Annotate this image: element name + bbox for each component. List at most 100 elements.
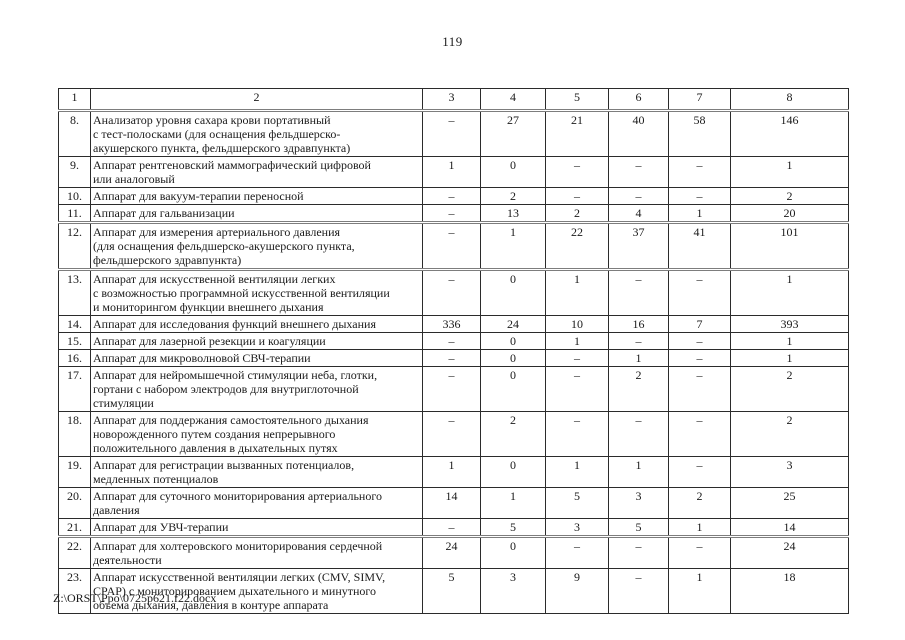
value-cell: 1 xyxy=(668,518,731,538)
value-cell: 2 xyxy=(730,411,849,457)
value-cell: 1 xyxy=(730,156,849,188)
value-cell: 0 xyxy=(480,456,546,488)
column-header-2: 2 xyxy=(90,88,423,112)
value-cell: – xyxy=(608,536,669,569)
value-cell: 5 xyxy=(545,487,609,519)
value-cell: 393 xyxy=(730,315,849,333)
value-cell: 1 xyxy=(730,332,849,350)
column-header-1: 1 xyxy=(58,88,91,112)
value-cell: 16 xyxy=(608,315,669,333)
value-cell: 1 xyxy=(545,456,609,488)
value-cell: – xyxy=(422,349,481,367)
column-header-3: 3 xyxy=(422,88,481,112)
row-number-cell: 16. xyxy=(58,349,91,367)
value-cell: – xyxy=(545,156,609,188)
value-cell: 3 xyxy=(480,568,546,614)
value-cell: 0 xyxy=(480,332,546,350)
value-cell: – xyxy=(545,411,609,457)
value-cell: – xyxy=(422,269,481,316)
value-cell: 1 xyxy=(668,204,731,224)
value-cell: 1 xyxy=(668,568,731,614)
value-cell: 14 xyxy=(422,487,481,519)
equipment-name-cell: Аппарат для поддержания самостоятельного… xyxy=(90,411,423,457)
row-number-cell: 23. xyxy=(58,568,91,614)
value-cell: – xyxy=(422,366,481,412)
value-cell: – xyxy=(422,518,481,538)
equipment-name-cell: Аппарат для исследования функций внешнег… xyxy=(90,315,423,333)
value-cell: 24 xyxy=(480,315,546,333)
column-header-6: 6 xyxy=(608,88,669,112)
value-cell: 336 xyxy=(422,315,481,333)
value-cell: 22 xyxy=(545,222,609,271)
value-cell: 24 xyxy=(422,536,481,569)
column-header-8: 8 xyxy=(730,88,849,112)
value-cell: 0 xyxy=(480,156,546,188)
table-row: 8. Анализатор уровня сахара крови портати… xyxy=(58,110,849,157)
value-cell: 1 xyxy=(608,349,669,367)
value-cell: 14 xyxy=(730,518,849,538)
row-number-cell: 10. xyxy=(58,187,91,205)
table-row: 20. Аппарат для суточного мониторирования… xyxy=(58,487,849,519)
value-cell: – xyxy=(668,156,731,188)
value-cell: – xyxy=(545,536,609,569)
value-cell: 41 xyxy=(668,222,731,271)
column-header-5: 5 xyxy=(545,88,609,112)
value-cell: 2 xyxy=(480,187,546,205)
equipment-name-cell: Аппарат для гальванизации xyxy=(90,204,423,224)
value-cell: 1 xyxy=(545,332,609,350)
value-cell: – xyxy=(545,187,609,205)
row-number-cell: 18. xyxy=(58,411,91,457)
value-cell: – xyxy=(668,411,731,457)
table-row: 21. Аппарат для УВЧ-терапии –5 3 5 1 14 xyxy=(58,518,849,538)
value-cell: – xyxy=(422,332,481,350)
equipment-name-cell: Аппарат для вакуум-терапии переносной xyxy=(90,187,423,205)
value-cell: 5 xyxy=(608,518,669,538)
value-cell: 1 xyxy=(422,156,481,188)
row-number-cell: 17. xyxy=(58,366,91,412)
value-cell: – xyxy=(608,568,669,614)
table-row: 19. Аппарат для регистрации вызванных пот… xyxy=(58,456,849,488)
equipment-name-cell: Аппарат для измерения артериального давл… xyxy=(90,222,423,271)
value-cell: – xyxy=(422,222,481,271)
row-number-cell: 21. xyxy=(58,518,91,538)
value-cell: – xyxy=(545,366,609,412)
value-cell: 5 xyxy=(480,518,546,538)
value-cell: 2 xyxy=(730,187,849,205)
value-cell: 2 xyxy=(480,411,546,457)
table-row: 14. Аппарат для исследования функций внеш… xyxy=(58,315,849,333)
value-cell: 0 xyxy=(480,366,546,412)
equipment-name-cell: Аппарат для суточного мониторирования ар… xyxy=(90,487,423,519)
value-cell: 2 xyxy=(730,366,849,412)
value-cell: – xyxy=(608,332,669,350)
equipment-name-cell: Аппарат искусственной вентиляции легких … xyxy=(90,568,423,614)
value-cell: 1 xyxy=(480,222,546,271)
value-cell: 0 xyxy=(480,349,546,367)
table-row: 10. Аппарат для вакуум-терапии переносной… xyxy=(58,187,849,205)
value-cell: – xyxy=(608,411,669,457)
column-header-7: 7 xyxy=(668,88,731,112)
table-row: 15. Аппарат для лазерной резекции и коагу… xyxy=(58,332,849,350)
table-header: 1 2 3 4 5 6 7 8 xyxy=(58,88,849,112)
table-row: 16. Аппарат для микроволновой СВЧ-терапии… xyxy=(58,349,849,367)
table-row: 23. Аппарат искусственной вентиляции легк… xyxy=(58,568,849,614)
value-cell: 0 xyxy=(480,536,546,569)
row-number-cell: 15. xyxy=(58,332,91,350)
value-cell: 1 xyxy=(545,269,609,316)
table-body: 8. Анализатор уровня сахара крови портати… xyxy=(58,110,849,614)
row-number-cell: 9. xyxy=(58,156,91,188)
equipment-name-cell: Аппарат для УВЧ-терапии xyxy=(90,518,423,538)
equipment-name-cell: Анализатор уровня сахара крови портативн… xyxy=(90,110,423,157)
value-cell: 37 xyxy=(608,222,669,271)
row-number-cell: 20. xyxy=(58,487,91,519)
value-cell: – xyxy=(608,156,669,188)
table-row: 9. Аппарат рентгеновский маммографический… xyxy=(58,156,849,188)
value-cell: 1 xyxy=(422,456,481,488)
value-cell: 13 xyxy=(480,204,546,224)
table-row: 22. Аппарат для холтеровского мониториров… xyxy=(58,536,849,569)
value-cell: 9 xyxy=(545,568,609,614)
row-number-cell: 11. xyxy=(58,204,91,224)
value-cell: 24 xyxy=(730,536,849,569)
value-cell: 1 xyxy=(730,269,849,316)
value-cell: 20 xyxy=(730,204,849,224)
